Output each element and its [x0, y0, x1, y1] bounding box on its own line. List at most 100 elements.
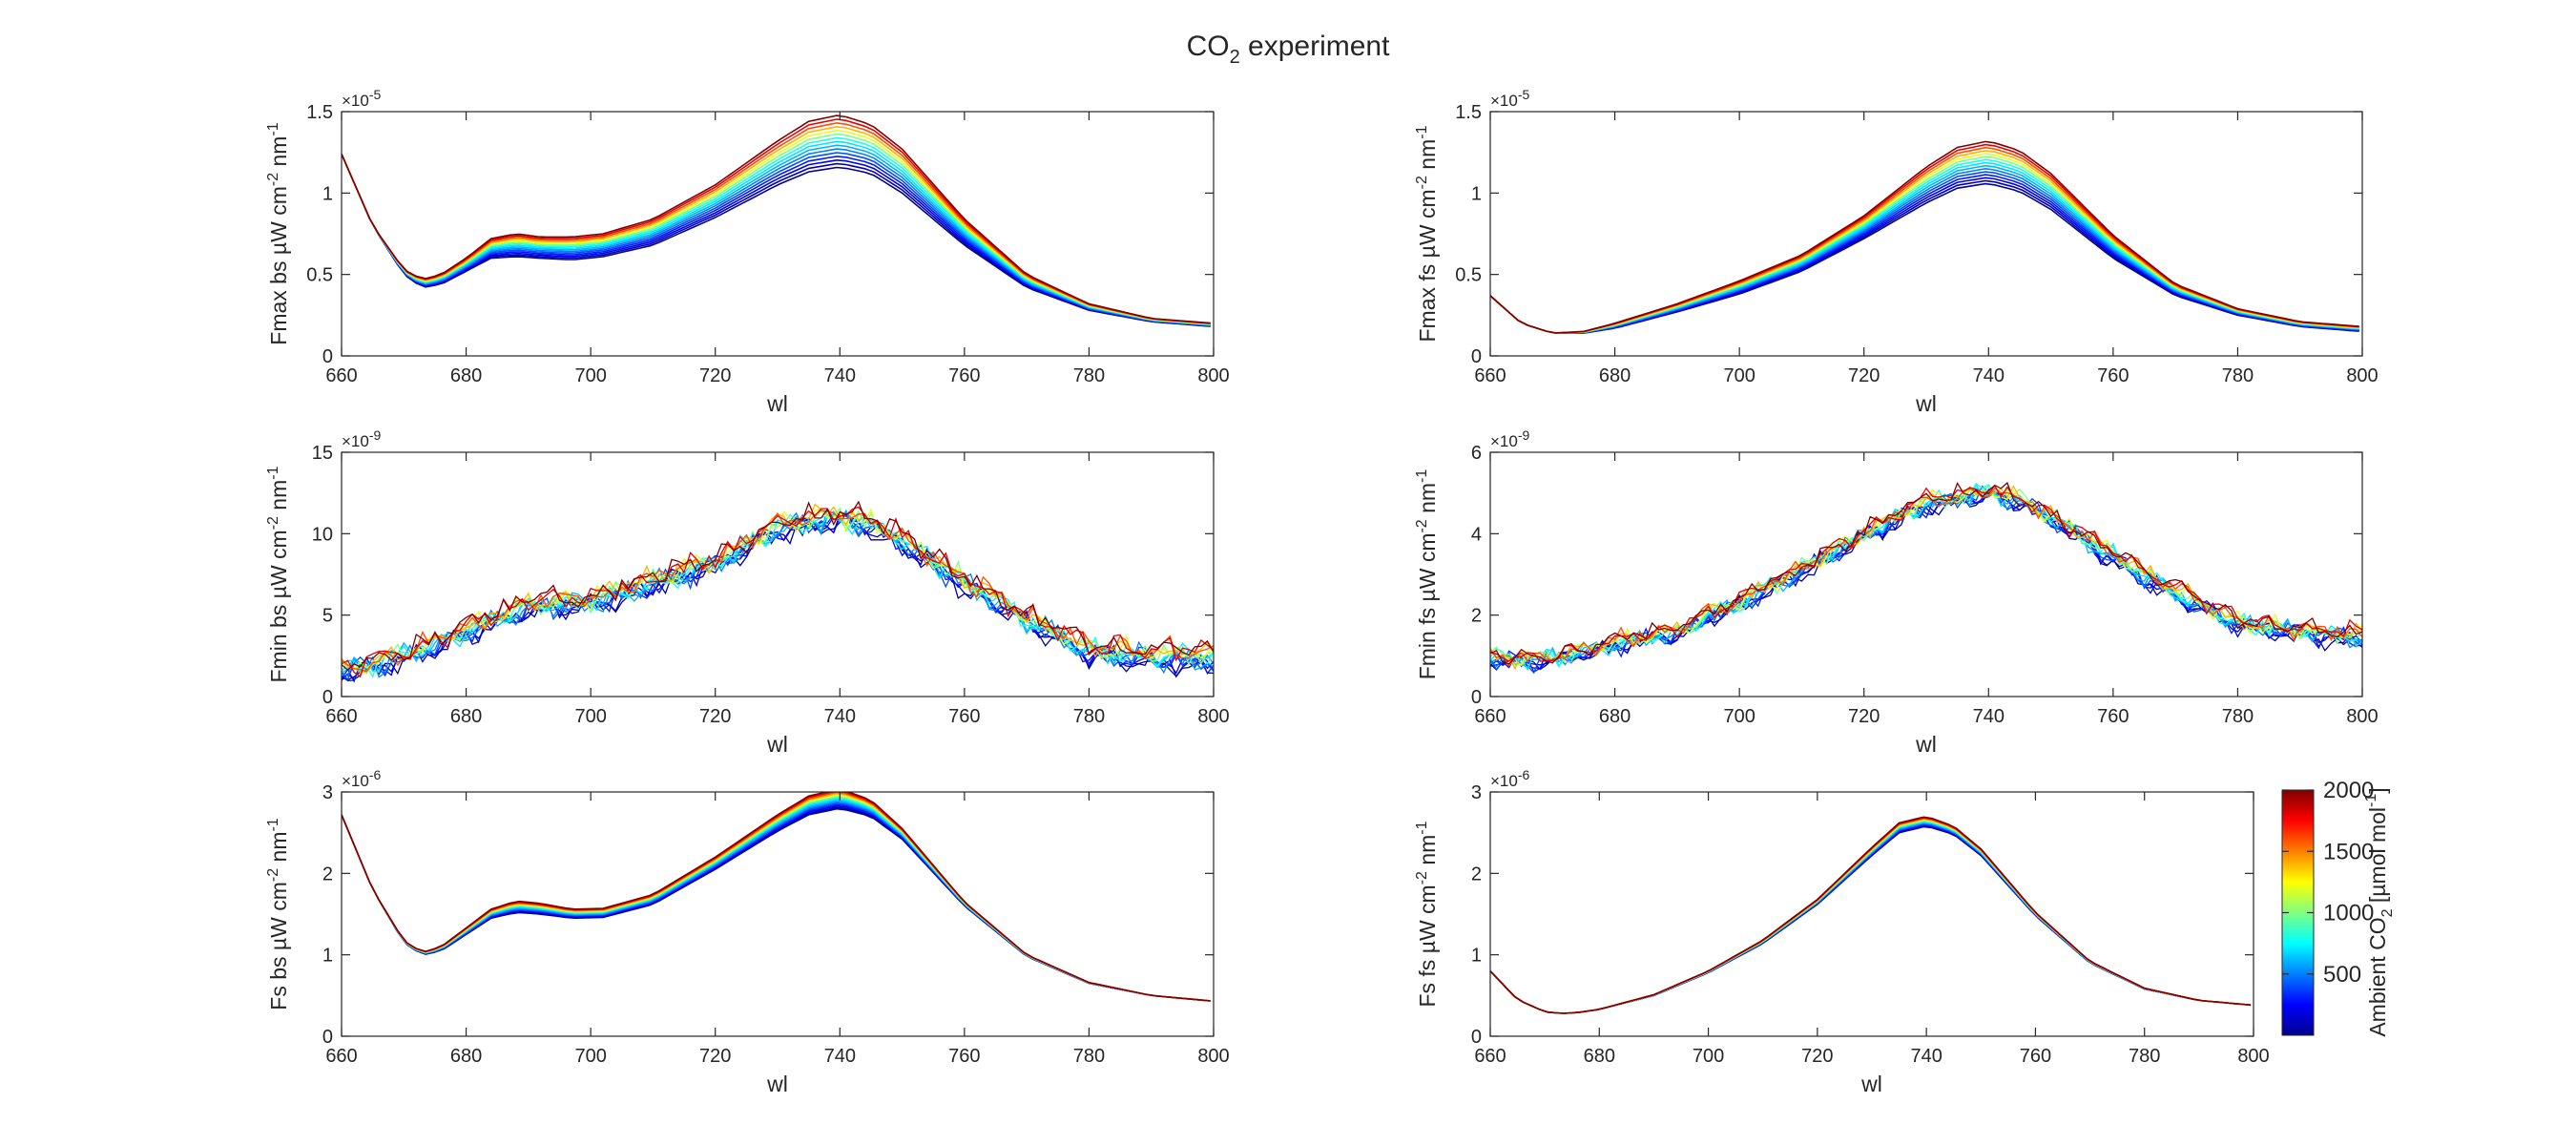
- y-tick-label: 0: [322, 346, 333, 367]
- subplot-grid: 660 680 700 720 740 760 780 800 0 0.5 1 1.5 ×10-5 wl F…: [265, 87, 2379, 1096]
- x-tick-label: 720: [1848, 706, 1880, 727]
- y-exponent-label: ×10-5: [1490, 87, 1530, 110]
- series-line-co2-2000: [342, 500, 1214, 671]
- x-tick-label: 680: [450, 365, 482, 386]
- y-axis-label: Fs bs µW cm-2 nm-1: [265, 818, 291, 1010]
- x-tick-label: 660: [325, 1046, 357, 1067]
- subplot-fs-fs: 660 680 700 720 740 760 780 800 0 1 2 3 ×10-6 wl Fs fs…: [1414, 767, 2270, 1096]
- x-tick-label: 720: [699, 706, 731, 727]
- y-exponent-label: ×10-6: [1490, 767, 1530, 790]
- x-tick-label: 760: [2020, 1046, 2051, 1067]
- x-tick-label: 780: [2222, 365, 2254, 386]
- y-tick-label: 2: [322, 864, 333, 885]
- x-tick-label: 700: [1723, 365, 1755, 386]
- y-tick-label: 1: [322, 946, 333, 967]
- x-tick-label: 800: [1197, 365, 1229, 386]
- series-line-co2-2000: [1490, 816, 2252, 1014]
- x-tick-label: 660: [1474, 365, 1506, 386]
- y-tick-label: 4: [1471, 524, 1482, 545]
- subplot-fs-bs: 660 680 700 720 740 760 780 800 0 1 2 3 ×10-6 wl Fs bs…: [265, 767, 1230, 1096]
- axes-frame: [1489, 791, 2254, 1037]
- y-axis-label: Fs fs µW cm-2 nm-1: [1414, 821, 1440, 1007]
- y-tick-label: 3: [1471, 782, 1482, 803]
- x-tick-label: 740: [824, 1046, 856, 1067]
- x-tick-label: 680: [450, 706, 482, 727]
- x-tick-label: 680: [1599, 706, 1631, 727]
- y-axis-label: Fmax fs µW cm-2 nm-1: [1414, 125, 1440, 342]
- x-tick-label: 760: [2097, 365, 2129, 386]
- y-tick-label: 1: [322, 183, 333, 204]
- subplot-fmax-bs: 660 680 700 720 740 760 780 800 0 0.5 1 1.5 ×10-5 wl F…: [265, 87, 1230, 416]
- subplot-fmax-fs: 660 680 700 720 740 760 780 800 0 0.5 1 1.5 ×10-5 wl F…: [1414, 87, 2379, 416]
- y-tick-label: 2: [1471, 606, 1482, 627]
- series-line-co2-2000: [342, 114, 1211, 324]
- y-exponent-label: ×10-9: [1490, 427, 1530, 450]
- y-tick-label: 15: [312, 443, 333, 464]
- x-axis-label: wl: [766, 391, 788, 416]
- series-group: [1490, 140, 2359, 334]
- y-tick-label: 1: [1471, 946, 1482, 967]
- y-tick-label: 0: [1471, 687, 1482, 708]
- x-tick-label: 680: [1599, 365, 1631, 386]
- y-tick-label: 10: [312, 524, 333, 545]
- x-tick-label: 700: [574, 365, 606, 386]
- y-tick-label: 0: [1471, 1027, 1482, 1048]
- x-tick-label: 740: [824, 706, 856, 727]
- series-group: [342, 792, 1211, 1002]
- subplot-fmin-fs: 660 680 700 720 740 760 780 800 0 2 4 6 ×10-9 wl Fmin …: [1414, 427, 2379, 757]
- axes-background: [1490, 112, 2362, 356]
- x-tick-label: 700: [574, 1046, 606, 1067]
- x-tick-label: 700: [574, 706, 606, 727]
- x-tick-label: 680: [1584, 1046, 1615, 1067]
- x-tick-label: 780: [1073, 706, 1105, 727]
- x-tick-label: 780: [2222, 706, 2254, 727]
- axes-frame: [341, 111, 1215, 357]
- y-tick-label: 5: [322, 606, 333, 627]
- x-tick-label: 660: [325, 365, 357, 386]
- y-tick-label: 1: [1471, 183, 1482, 204]
- y-tick-label: 0: [322, 1027, 333, 1048]
- subplot-fmin-bs: 660 680 700 720 740 760 780 800 0 5 10 15 ×10-9 wl Fmi…: [265, 427, 1230, 757]
- y-tick-label: 1.5: [306, 102, 333, 123]
- x-axis-label: wl: [766, 732, 788, 757]
- y-tick-label: 3: [322, 782, 333, 803]
- x-tick-label: 700: [1693, 1046, 1724, 1067]
- y-tick-label: 0.5: [1455, 265, 1482, 286]
- colorbar-tick-label: 1500: [2323, 839, 2374, 864]
- x-tick-label: 800: [2346, 365, 2378, 386]
- x-tick-label: 780: [2129, 1046, 2160, 1067]
- series-group: [1490, 816, 2252, 1014]
- x-axis-label: wl: [1860, 1072, 1882, 1096]
- axes-frame: [1489, 111, 2363, 357]
- colorbar-tick-label: 2000: [2323, 778, 2374, 803]
- axes-frame: [341, 451, 1215, 697]
- series-group: [1490, 481, 2362, 675]
- y-tick-label: 2: [1471, 864, 1482, 885]
- x-axis-label: wl: [1915, 732, 1937, 757]
- x-tick-label: 800: [1197, 706, 1229, 727]
- y-tick-label: 0: [1471, 346, 1482, 367]
- axes-frame: [1489, 451, 2363, 697]
- x-tick-label: 760: [948, 365, 980, 386]
- y-tick-label: 0.5: [306, 265, 333, 286]
- series-line-co2-2000: [342, 792, 1211, 1002]
- series-line-co2-800: [342, 513, 1214, 678]
- x-tick-label: 720: [699, 1046, 731, 1067]
- series-line-co2-2000: [1490, 481, 2362, 665]
- y-axis-label: Fmin bs µW cm-2 nm-1: [265, 466, 291, 682]
- x-tick-label: 760: [2097, 706, 2129, 727]
- colorbar-label: Ambient CO2 [µmol mol-1]: [2363, 787, 2396, 1036]
- y-exponent-label: ×10-5: [342, 87, 382, 110]
- axes-background: [342, 452, 1214, 697]
- x-tick-label: 720: [699, 365, 731, 386]
- colorbar: 2000 1500 1000 500 Ambient CO2 [µmol mol-1]: [2281, 778, 2396, 1037]
- x-axis-label: wl: [1915, 391, 1937, 416]
- x-tick-label: 740: [1973, 706, 2005, 727]
- axes-frame: [341, 791, 1215, 1037]
- x-tick-label: 780: [1073, 1046, 1105, 1067]
- x-axis-label: wl: [766, 1072, 788, 1096]
- y-axis-label: Fmin fs µW cm-2 nm-1: [1414, 469, 1440, 680]
- y-tick-label: 0: [322, 687, 333, 708]
- x-tick-label: 700: [1723, 706, 1755, 727]
